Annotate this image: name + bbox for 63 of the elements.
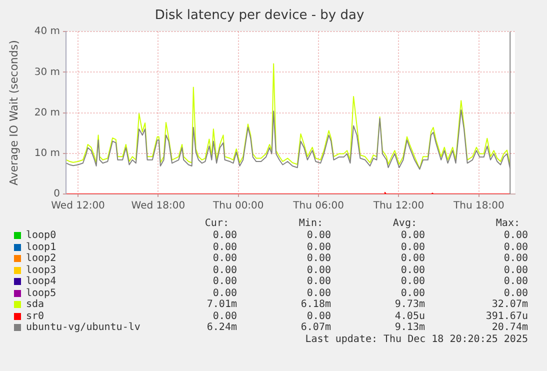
text: 0.00 <box>502 288 528 298</box>
legend-label: loop5 <box>26 288 56 298</box>
text: 0.00 <box>400 230 425 241</box>
legend-label: loop1 <box>26 242 56 252</box>
text: Last update: Thu Dec 18 20:20:25 2025 <box>304 334 528 346</box>
text: 0.00 <box>502 264 528 276</box>
chart-title: Disk latency per device - by day <box>154 8 364 24</box>
text: 0.00 <box>212 310 237 322</box>
x-tick-label: Thu 12:00 <box>372 200 424 212</box>
text: 0.00 <box>306 288 331 298</box>
text: 6.18m <box>300 299 331 310</box>
text: 7.01m <box>206 299 237 310</box>
text: 0.00 <box>400 264 425 276</box>
text: 0.00 <box>212 253 237 264</box>
text: 0.00 <box>502 242 528 252</box>
text: 0.00 <box>212 230 237 241</box>
legend-label: loop4 <box>26 276 56 287</box>
y-tick-label: 10 m <box>34 148 60 159</box>
text: 0.00 <box>306 310 331 322</box>
legend-label: sda <box>26 299 44 310</box>
x-tick-label: Thu 18:00 <box>452 200 504 212</box>
text: 9.13m <box>394 322 425 333</box>
x-tick-label: Thu 00:00 <box>212 200 264 212</box>
y-tick-label: 0 <box>54 188 60 200</box>
text: 0.00 <box>306 264 331 276</box>
text: 0.00 <box>212 264 237 276</box>
text: Max: <box>494 218 520 229</box>
text: 6.07m <box>300 322 331 333</box>
text: 0.00 <box>306 276 331 287</box>
text: 391.67u <box>484 310 528 322</box>
x-tick-label: Wed 18:00 <box>131 200 186 212</box>
text: 0.00 <box>306 230 331 241</box>
legend-label: loop2 <box>26 253 56 264</box>
y-tick-label: 30 m <box>34 66 60 78</box>
text: 0.00 <box>212 276 237 287</box>
y-tick-label: 20 m <box>34 107 60 118</box>
text: 0.00 <box>502 276 528 287</box>
legend-label: loop3 <box>26 264 56 276</box>
x-tick-label: Wed 12:00 <box>51 200 105 212</box>
text: Min: <box>298 218 323 229</box>
text: 0.00 <box>400 253 425 264</box>
text: 0.00 <box>212 242 237 252</box>
text: Cur: <box>204 218 229 229</box>
text: 0.00 <box>400 276 425 287</box>
text: 32.07m <box>490 299 528 310</box>
y-tick-label: 40 m <box>34 26 60 38</box>
text: 0.00 <box>502 230 528 241</box>
text: 0.00 <box>400 288 425 298</box>
legend-label: ubuntu-vg/ubuntu-lv <box>26 322 140 333</box>
text: 0.00 <box>306 242 331 252</box>
text: 0.00 <box>502 253 528 264</box>
text: 9.73m <box>394 299 425 310</box>
text: 0.00 <box>400 242 425 252</box>
x-tick-label: Thu 06:00 <box>292 200 344 212</box>
text: 0.00 <box>212 288 237 298</box>
legend-label: loop0 <box>26 230 56 241</box>
y-axis-title: Average IO Wait (seconds) <box>7 40 20 186</box>
text: 20.74m <box>490 322 528 333</box>
text: 6.24m <box>206 322 237 333</box>
text: 0.00 <box>306 253 331 264</box>
legend-label: sr0 <box>26 310 44 322</box>
text: Avg: <box>392 218 417 229</box>
text: 4.05u <box>394 310 425 322</box>
